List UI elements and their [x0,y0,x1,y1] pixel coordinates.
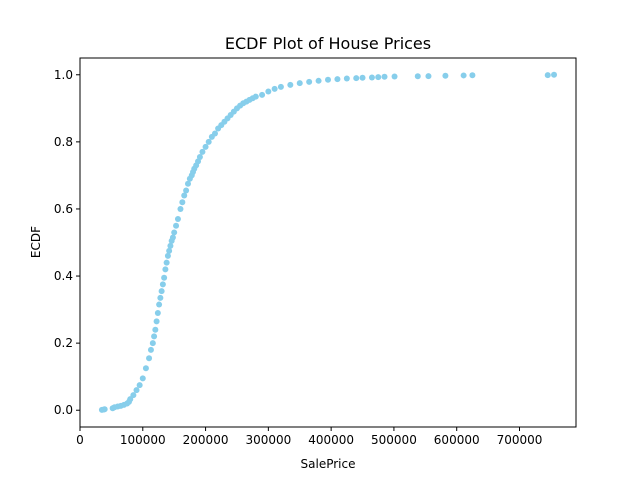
chart-title: ECDF Plot of House Prices [225,34,431,53]
data-point [259,91,266,98]
data-point [334,76,341,83]
data-point [177,205,184,212]
points-layer [98,71,558,413]
data-point [136,382,143,389]
x-tick-label: 200000 [183,433,229,447]
data-point [183,187,190,194]
data-point [287,81,294,88]
data-point [391,73,398,80]
data-point [211,130,218,137]
data-point [153,318,160,325]
data-point [179,199,186,206]
data-point [205,138,212,145]
data-point [359,74,366,81]
data-point [271,85,278,92]
data-point [265,88,272,95]
x-tick-label: 400000 [308,433,354,447]
data-point [162,266,169,273]
data-point [181,192,188,199]
data-point [130,392,137,399]
data-point [343,75,350,82]
y-tick-label: 0.0 [54,403,73,417]
data-point [296,80,303,87]
data-point [139,375,146,382]
y-axis: 0.0 0.2 0.4 0.6 0.8 1.0 [54,68,80,417]
data-point [414,73,421,80]
data-point [167,242,174,249]
data-point [381,73,388,80]
data-point [325,76,331,83]
data-point [353,75,360,82]
data-point [154,309,161,316]
data-point [469,72,476,79]
data-point [173,222,180,229]
data-point [142,365,149,372]
data-point [202,143,209,150]
data-point [171,229,178,236]
data-point [368,74,375,81]
y-tick-label: 0.2 [54,336,73,350]
data-point [147,346,154,353]
data-point [151,333,158,340]
y-tick-label: 0.6 [54,202,73,216]
data-point [164,252,171,259]
data-point [184,180,191,187]
data-point [199,148,206,155]
data-point [161,274,168,281]
data-point [277,83,284,90]
data-point [158,288,165,295]
data-point [133,387,140,394]
data-point [544,72,551,79]
data-point [156,301,163,308]
x-axis-label: SalePrice [301,457,356,471]
y-tick-label: 1.0 [54,68,73,82]
x-tick-label: 700000 [497,433,543,447]
x-tick-label: 300000 [245,433,291,447]
data-point [425,73,432,80]
data-point [127,396,134,403]
data-point [460,72,467,79]
x-tick-label: 100000 [120,433,166,447]
plot-frame [79,57,577,428]
data-point [146,355,153,362]
data-point [163,259,170,266]
y-tick-label: 0.4 [54,269,73,283]
data-point [152,326,159,333]
data-point [101,406,108,413]
data-point [375,74,382,81]
y-axis-label: ECDF [29,226,43,258]
data-point [166,247,173,254]
data-point [157,294,164,301]
data-point [551,71,558,78]
x-tick-label: 500000 [371,433,417,447]
x-tick-label: 600000 [434,433,480,447]
data-point [196,153,203,160]
x-tick-label: 0 [76,433,84,447]
y-tick-label: 0.8 [54,135,73,149]
data-point [174,216,181,223]
x-axis: 0 100000 200000 300000 400000 500000 600000 700… [76,427,542,447]
data-point [169,234,176,241]
data-point [252,93,259,100]
data-point [159,281,166,288]
data-point [306,78,313,85]
data-point [315,77,322,84]
data-point [149,340,156,347]
data-point [442,72,449,79]
